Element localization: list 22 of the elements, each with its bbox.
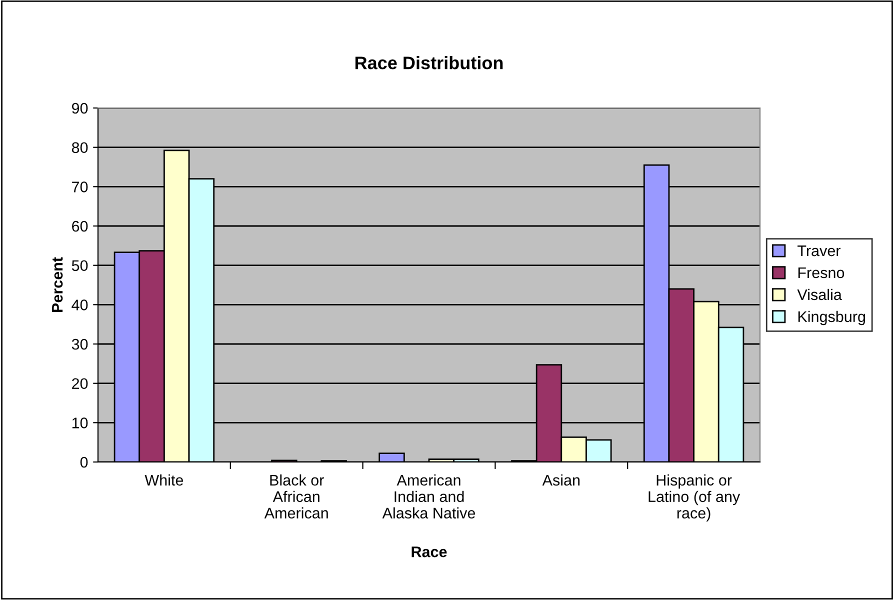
x-tick-label: White xyxy=(144,474,184,486)
y-tick-label: 20 xyxy=(72,378,88,390)
x-tick-label: Hispanic or Latino (of any race) xyxy=(648,474,740,522)
y-tick-label: 10 xyxy=(72,418,88,428)
legend-label: Kingsburg xyxy=(798,310,865,326)
y-tick-label: 40 xyxy=(72,300,88,310)
x-axis-title: Race xyxy=(412,546,447,558)
x-tick-label: Black or African American xyxy=(264,474,328,519)
y-axis-title: Percent xyxy=(52,257,63,312)
y-tick-label: 0 xyxy=(80,456,88,468)
y-tick-label: 50 xyxy=(72,260,88,272)
x-tick-label: Asian xyxy=(542,474,580,486)
legend-label: Fresno xyxy=(798,268,844,278)
y-tick-label: 30 xyxy=(72,338,88,350)
y-tick-label: 60 xyxy=(72,220,88,232)
x-tick-label: American Indian and Alaska Native xyxy=(382,474,476,519)
chart-title: Race Distribution xyxy=(355,56,503,70)
y-tick-label: 80 xyxy=(72,142,88,154)
y-tick-label: 70 xyxy=(72,182,88,192)
legend-label: Visalia xyxy=(797,288,842,300)
y-tick-label: 90 xyxy=(72,102,88,114)
legend-label: Traver xyxy=(798,246,840,256)
